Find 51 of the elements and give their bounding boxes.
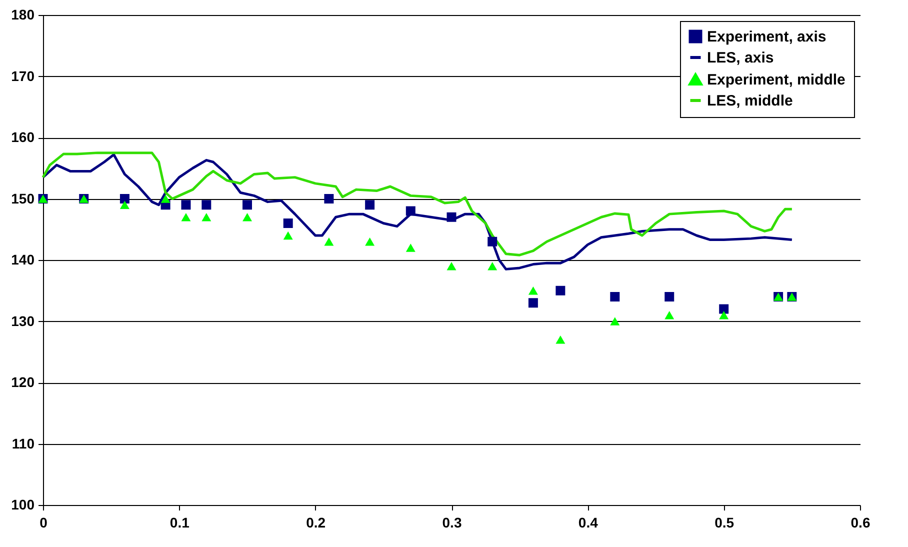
x-tick-label: 0.3 [442, 514, 462, 530]
point [365, 200, 375, 210]
point [283, 218, 293, 228]
point [120, 200, 130, 209]
y-tick-label: 170 [11, 68, 35, 84]
y-tick-label: 150 [11, 190, 35, 206]
y-tick-label: 180 [11, 6, 35, 22]
point [556, 336, 566, 344]
x-tick-label: 0.4 [578, 514, 598, 530]
point [160, 194, 170, 203]
point [719, 304, 729, 314]
y-tick-label: 120 [11, 374, 35, 390]
x-tick-label: 0.5 [714, 514, 734, 530]
point [324, 194, 334, 204]
y-tick-label: 140 [11, 252, 35, 268]
legend-label: Experiment, middle [707, 72, 846, 88]
point [446, 262, 456, 270]
point [610, 292, 620, 302]
point [528, 298, 538, 308]
point [664, 292, 674, 302]
y-tick-label: 100 [11, 496, 35, 512]
y-tick-label: 130 [11, 312, 35, 329]
point [202, 213, 212, 222]
x-tick-label: 0.6 [850, 514, 870, 530]
point [283, 231, 293, 240]
y-tick-label: 160 [11, 129, 35, 145]
legend-label: LES, middle [707, 92, 793, 110]
point [324, 238, 334, 246]
legend-label: Experiment, axis [707, 28, 826, 46]
y-tick-label: 110 [12, 435, 35, 452]
x-tick-label: 0.2 [306, 514, 326, 530]
point [181, 213, 191, 222]
legend-label: LES, axis [707, 50, 774, 66]
point [242, 200, 252, 210]
point [488, 236, 498, 246]
point [406, 206, 416, 216]
point [488, 262, 498, 270]
point [181, 200, 191, 210]
point [242, 213, 252, 222]
point [446, 212, 456, 222]
point [664, 311, 674, 320]
point [202, 200, 212, 210]
point [719, 311, 729, 320]
x-tick-label: 0.1 [170, 514, 190, 530]
x-tick-label: 0 [40, 514, 48, 530]
point [528, 286, 538, 295]
point [120, 194, 130, 204]
point [556, 286, 566, 296]
point [610, 317, 620, 326]
point [365, 238, 375, 246]
point [406, 244, 416, 252]
